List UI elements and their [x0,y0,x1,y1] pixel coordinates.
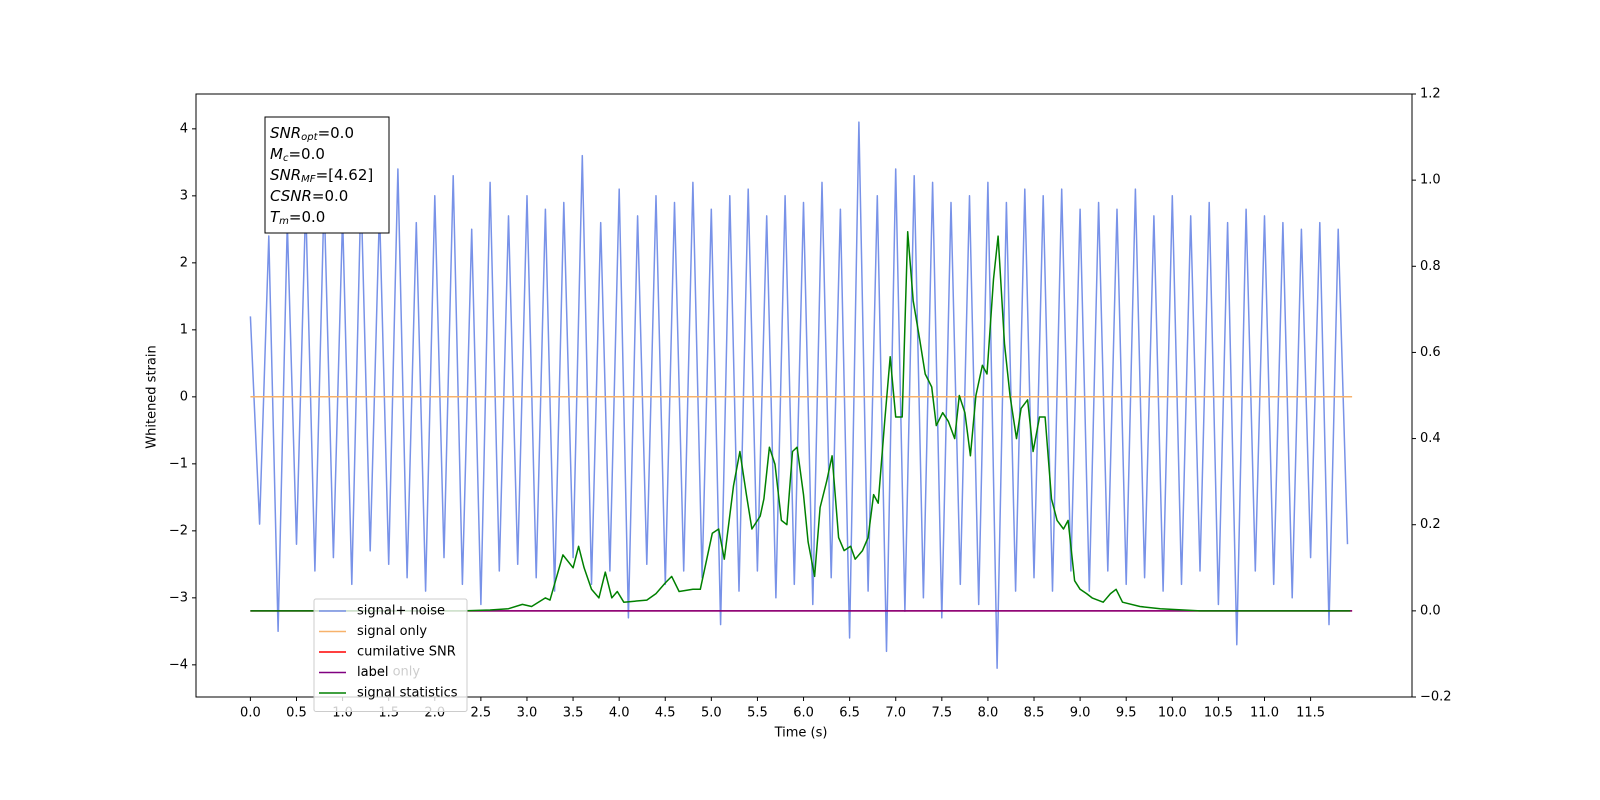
x-tick-label: 10.5 [1204,706,1233,721]
annotation-rest: =0.0 [288,145,324,163]
x-tick-label: 6.0 [793,706,814,721]
annotation-rest: =0.0 [289,208,325,226]
annotation-box [264,116,390,234]
x-tick-label: 11.5 [1296,706,1325,721]
annotation-sub: MF [301,174,316,185]
x-tick-label: 0.5 [286,706,307,721]
annotation: SNRopt=0.0Mc=0.0SNRMF=[4.62]CSNR=0.0Tm=0… [264,116,390,234]
y2-tick-label: 1.2 [1420,87,1441,102]
x-tick-label: 7.5 [931,706,952,721]
x-tick-label: 9.5 [1116,706,1137,721]
annotation-rest: =[4.62] [316,166,374,184]
y-axis-label: Whitened strain [145,345,160,448]
annotation-line: SNRopt=0.0 [270,124,354,144]
x-tick-label: 10.0 [1158,706,1187,721]
series-line [249,121,1349,669]
annotation-line: CSNR=0.0 [270,187,348,205]
x-tick-label: 7.0 [885,706,906,721]
annotation-sub: c [283,153,289,164]
x-tick-label: 4.0 [609,706,630,721]
y2-tick-label: −0.2 [1420,690,1452,705]
y-tick-label: −3 [169,590,188,605]
legend-label: signal+ noise [357,604,445,619]
x-tick-label: 3.5 [563,706,584,721]
x-tick-label: 2.5 [471,706,492,721]
x-tick-label: 9.0 [1070,706,1091,721]
annotation-rest: =0.0 [312,187,348,205]
y-tick-label: 3 [180,188,188,203]
annotation-line: Tm=0.0 [270,208,325,228]
x-axis-label: Time (s) [774,726,828,741]
annotation-line: SNRMF=[4.62] [270,166,373,186]
y-tick-label: −1 [169,456,188,471]
annotation-base: SNR [270,166,301,184]
plot-area [249,121,1353,669]
x-tick-label: 5.0 [701,706,722,721]
x-tick-label: 5.5 [747,706,768,721]
y-tick-label: 1 [180,322,188,337]
series-line [250,231,1351,612]
x-tick-label: 3.0 [517,706,538,721]
x-tick-label: 6.5 [839,706,860,721]
y-tick-label: −2 [169,523,188,538]
legend-label: cumilative SNR [357,645,456,660]
x-tick-label: 0.0 [240,706,261,721]
x-tick-label: 8.0 [978,706,999,721]
legend-box [313,598,468,712]
annotation-sub: opt [301,132,318,143]
legend-label: label [357,665,388,680]
annotation-base: T [270,208,281,226]
legend-label: signal only [357,624,427,639]
annotation-line: Mc=0.0 [270,145,325,165]
x-tick-label: 8.5 [1024,706,1045,721]
y2-tick-label: 0.6 [1420,345,1441,360]
y2-tick-label: 1.0 [1420,173,1441,188]
x-tick-label: 4.5 [655,706,676,721]
y2-tick-label: 0.0 [1420,603,1441,618]
y-tick-label: 4 [180,121,188,136]
y2-tick-label: 0.2 [1420,517,1441,532]
x-tick-label: 11.0 [1250,706,1279,721]
y-tick-label: 2 [180,255,188,270]
y-tick-label: 0 [180,389,188,404]
annotation-base: SNR [270,124,301,142]
y2-tick-label: 0.4 [1420,431,1441,446]
annotation-base: M [270,145,283,163]
annotation-base: CSNR [270,187,312,205]
y-tick-label: −4 [169,657,188,672]
y2-tick-label: 0.8 [1420,259,1441,274]
annotation-sub: m [279,216,289,227]
legend-label: signal statistics [357,686,458,701]
annotation-rest: =0.0 [318,124,354,142]
